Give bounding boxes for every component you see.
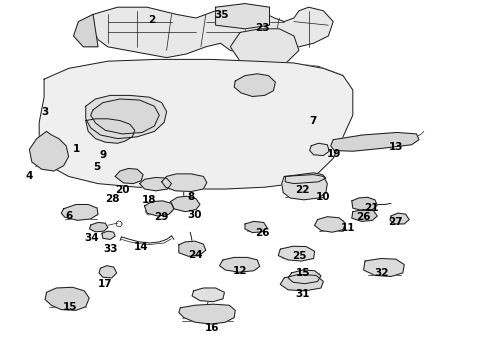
Polygon shape	[192, 288, 224, 302]
Polygon shape	[216, 4, 270, 29]
Polygon shape	[74, 14, 98, 47]
Polygon shape	[86, 119, 135, 143]
Text: 11: 11	[341, 222, 355, 233]
Polygon shape	[278, 246, 315, 261]
Polygon shape	[29, 131, 69, 171]
Text: 8: 8	[188, 192, 195, 202]
Polygon shape	[86, 95, 167, 139]
Polygon shape	[315, 217, 345, 232]
Text: 9: 9	[99, 150, 106, 160]
Text: 27: 27	[389, 217, 403, 228]
Text: 20: 20	[115, 185, 130, 195]
Text: 26: 26	[255, 228, 270, 238]
Polygon shape	[93, 7, 333, 58]
Text: 18: 18	[142, 195, 157, 205]
Polygon shape	[102, 231, 115, 239]
Polygon shape	[285, 173, 326, 184]
Polygon shape	[220, 257, 260, 272]
Text: 13: 13	[389, 142, 403, 152]
Polygon shape	[45, 287, 89, 310]
Polygon shape	[230, 29, 299, 68]
Text: 5: 5	[94, 162, 100, 172]
Polygon shape	[91, 99, 159, 134]
Text: 12: 12	[233, 266, 247, 276]
Polygon shape	[145, 201, 174, 216]
Polygon shape	[310, 143, 329, 156]
Text: 3: 3	[42, 107, 49, 117]
Text: 33: 33	[103, 244, 118, 254]
Text: 2: 2	[148, 15, 155, 25]
Polygon shape	[352, 197, 377, 211]
Text: 15: 15	[62, 302, 77, 312]
Polygon shape	[352, 210, 377, 221]
Text: 34: 34	[85, 233, 99, 243]
Text: 14: 14	[134, 242, 148, 252]
Text: 16: 16	[204, 323, 219, 333]
Polygon shape	[390, 213, 409, 224]
Text: 15: 15	[295, 268, 310, 278]
Text: 31: 31	[295, 289, 310, 300]
Text: 24: 24	[188, 250, 202, 260]
Text: 25: 25	[292, 251, 306, 261]
Polygon shape	[90, 222, 108, 232]
Text: 28: 28	[105, 194, 120, 204]
Text: 26: 26	[356, 212, 371, 222]
Polygon shape	[179, 304, 235, 324]
Polygon shape	[280, 274, 323, 291]
Polygon shape	[179, 241, 206, 256]
Polygon shape	[245, 221, 267, 233]
Text: 10: 10	[316, 192, 331, 202]
Text: 32: 32	[374, 268, 389, 278]
Text: 22: 22	[295, 185, 310, 195]
Text: 1: 1	[73, 144, 79, 154]
Text: 4: 4	[25, 171, 33, 181]
Text: 23: 23	[255, 23, 270, 33]
Polygon shape	[234, 74, 275, 96]
Text: 30: 30	[188, 210, 202, 220]
Polygon shape	[331, 132, 419, 151]
Polygon shape	[282, 175, 327, 200]
Polygon shape	[288, 270, 321, 284]
Text: 35: 35	[214, 10, 229, 20]
Polygon shape	[364, 258, 404, 276]
Polygon shape	[61, 204, 98, 220]
Polygon shape	[171, 196, 200, 212]
Text: 21: 21	[364, 203, 379, 213]
Text: 19: 19	[327, 149, 342, 159]
Polygon shape	[99, 266, 117, 278]
Polygon shape	[115, 168, 143, 184]
Text: 6: 6	[65, 211, 72, 221]
Polygon shape	[39, 59, 353, 189]
Text: 7: 7	[309, 116, 317, 126]
Polygon shape	[140, 177, 171, 191]
Text: 17: 17	[98, 279, 113, 289]
Text: 29: 29	[154, 212, 169, 222]
Polygon shape	[162, 174, 207, 192]
